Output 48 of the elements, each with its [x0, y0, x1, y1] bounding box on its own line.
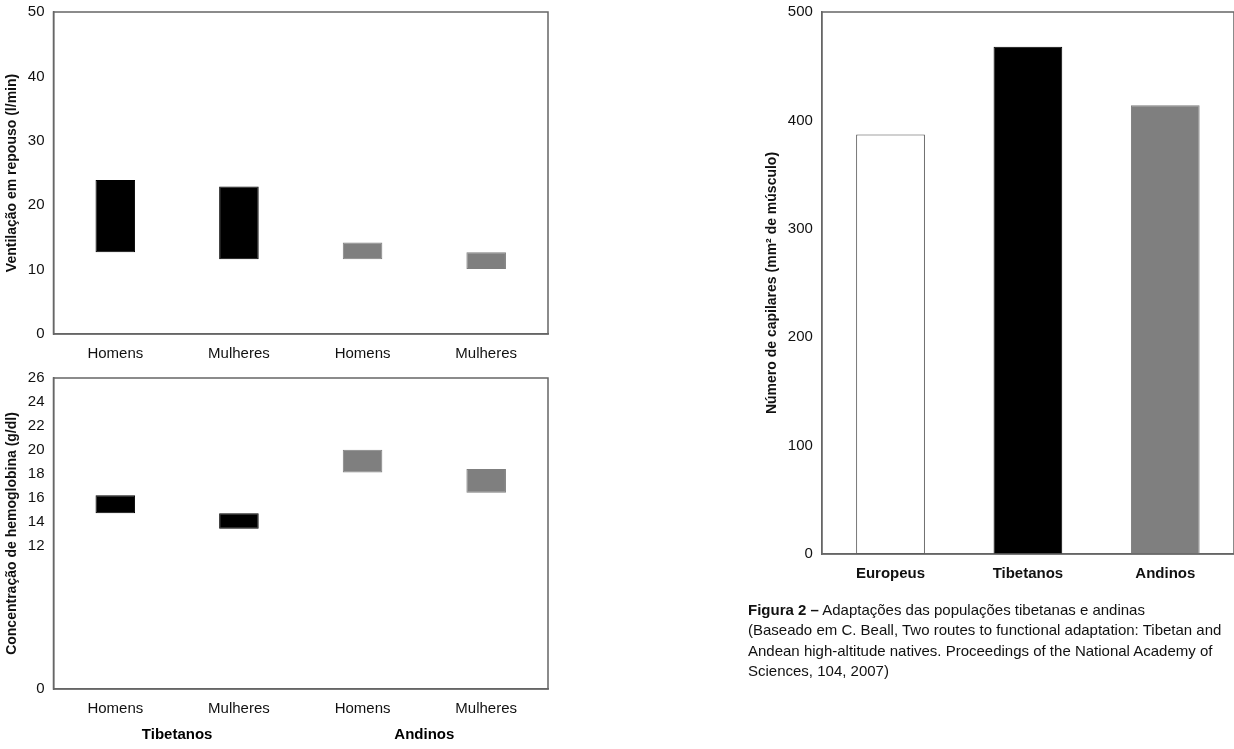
- x-tick-label: Homens: [334, 344, 391, 362]
- x-tick-label: Homens: [334, 699, 391, 717]
- x-tick-label: Andinos: [1135, 564, 1196, 582]
- y-tick-label: 300: [787, 218, 813, 236]
- y-axis-title: Número de capilares (mm² de músculo): [763, 151, 780, 415]
- y-tick-label: 0: [804, 544, 813, 562]
- text: Adaptações das populações tibetanas e andinas: [822, 601, 1145, 618]
- y-tick-label: 12: [27, 535, 45, 553]
- y-tick-label: 50: [27, 2, 45, 20]
- y-tick-label: 200: [787, 327, 813, 345]
- y-tick-label: 100: [787, 435, 813, 453]
- x-tick-label: Mulheres: [455, 699, 518, 717]
- y-tick-label: 20: [27, 439, 45, 457]
- y-tick-label: 14: [27, 511, 45, 529]
- y-tick-label: 30: [27, 130, 45, 148]
- y-tick-label: 20: [27, 195, 45, 213]
- bar: [219, 186, 259, 260]
- y-tick-label: 10: [27, 259, 45, 277]
- y-tick-label: 0: [36, 679, 45, 697]
- y-tick-label: 26: [27, 368, 45, 386]
- bar: [95, 495, 136, 514]
- y-tick-label: 16: [27, 487, 45, 505]
- bar: [95, 180, 136, 253]
- x-tick-label: Mulheres: [208, 344, 270, 362]
- y-tick-label: 40: [27, 66, 45, 84]
- y-tick-label: 22: [27, 415, 45, 433]
- x-tick-label: Europeus: [855, 564, 926, 582]
- bar: [466, 468, 506, 493]
- text: Figura 2 –: [748, 601, 819, 618]
- bar: [219, 513, 259, 529]
- y-tick-label: 18: [27, 463, 45, 481]
- x-tick-label: Tibetanos: [992, 564, 1064, 582]
- x-tick-label: Homens: [87, 699, 144, 717]
- text: Andinos: [394, 724, 455, 742]
- y-axis-title: Concentração de hemoglobina (g/dl): [3, 412, 20, 655]
- y-tick-label: 500: [787, 2, 813, 20]
- bar: [342, 449, 383, 473]
- x-tick-label: Mulheres: [208, 699, 270, 717]
- y-tick-label: 24: [27, 392, 45, 410]
- x-tick-label: Mulheres: [455, 344, 518, 362]
- y-tick-label: 0: [36, 324, 45, 342]
- text: (Baseado em C. Beall, Two routes to functional adaptation: Tibetan and Andean high-altitude natives. Proceedings of the National Academy of Sciences, 104, 2007): [748, 620, 1223, 681]
- bar: [466, 252, 506, 269]
- y-axis-title: Ventilação em repouso (l/min): [3, 73, 20, 273]
- text: Tibetanos: [141, 724, 213, 742]
- x-tick-label: Homens: [87, 344, 144, 362]
- bar: [342, 242, 383, 260]
- y-tick-label: 400: [787, 110, 813, 128]
